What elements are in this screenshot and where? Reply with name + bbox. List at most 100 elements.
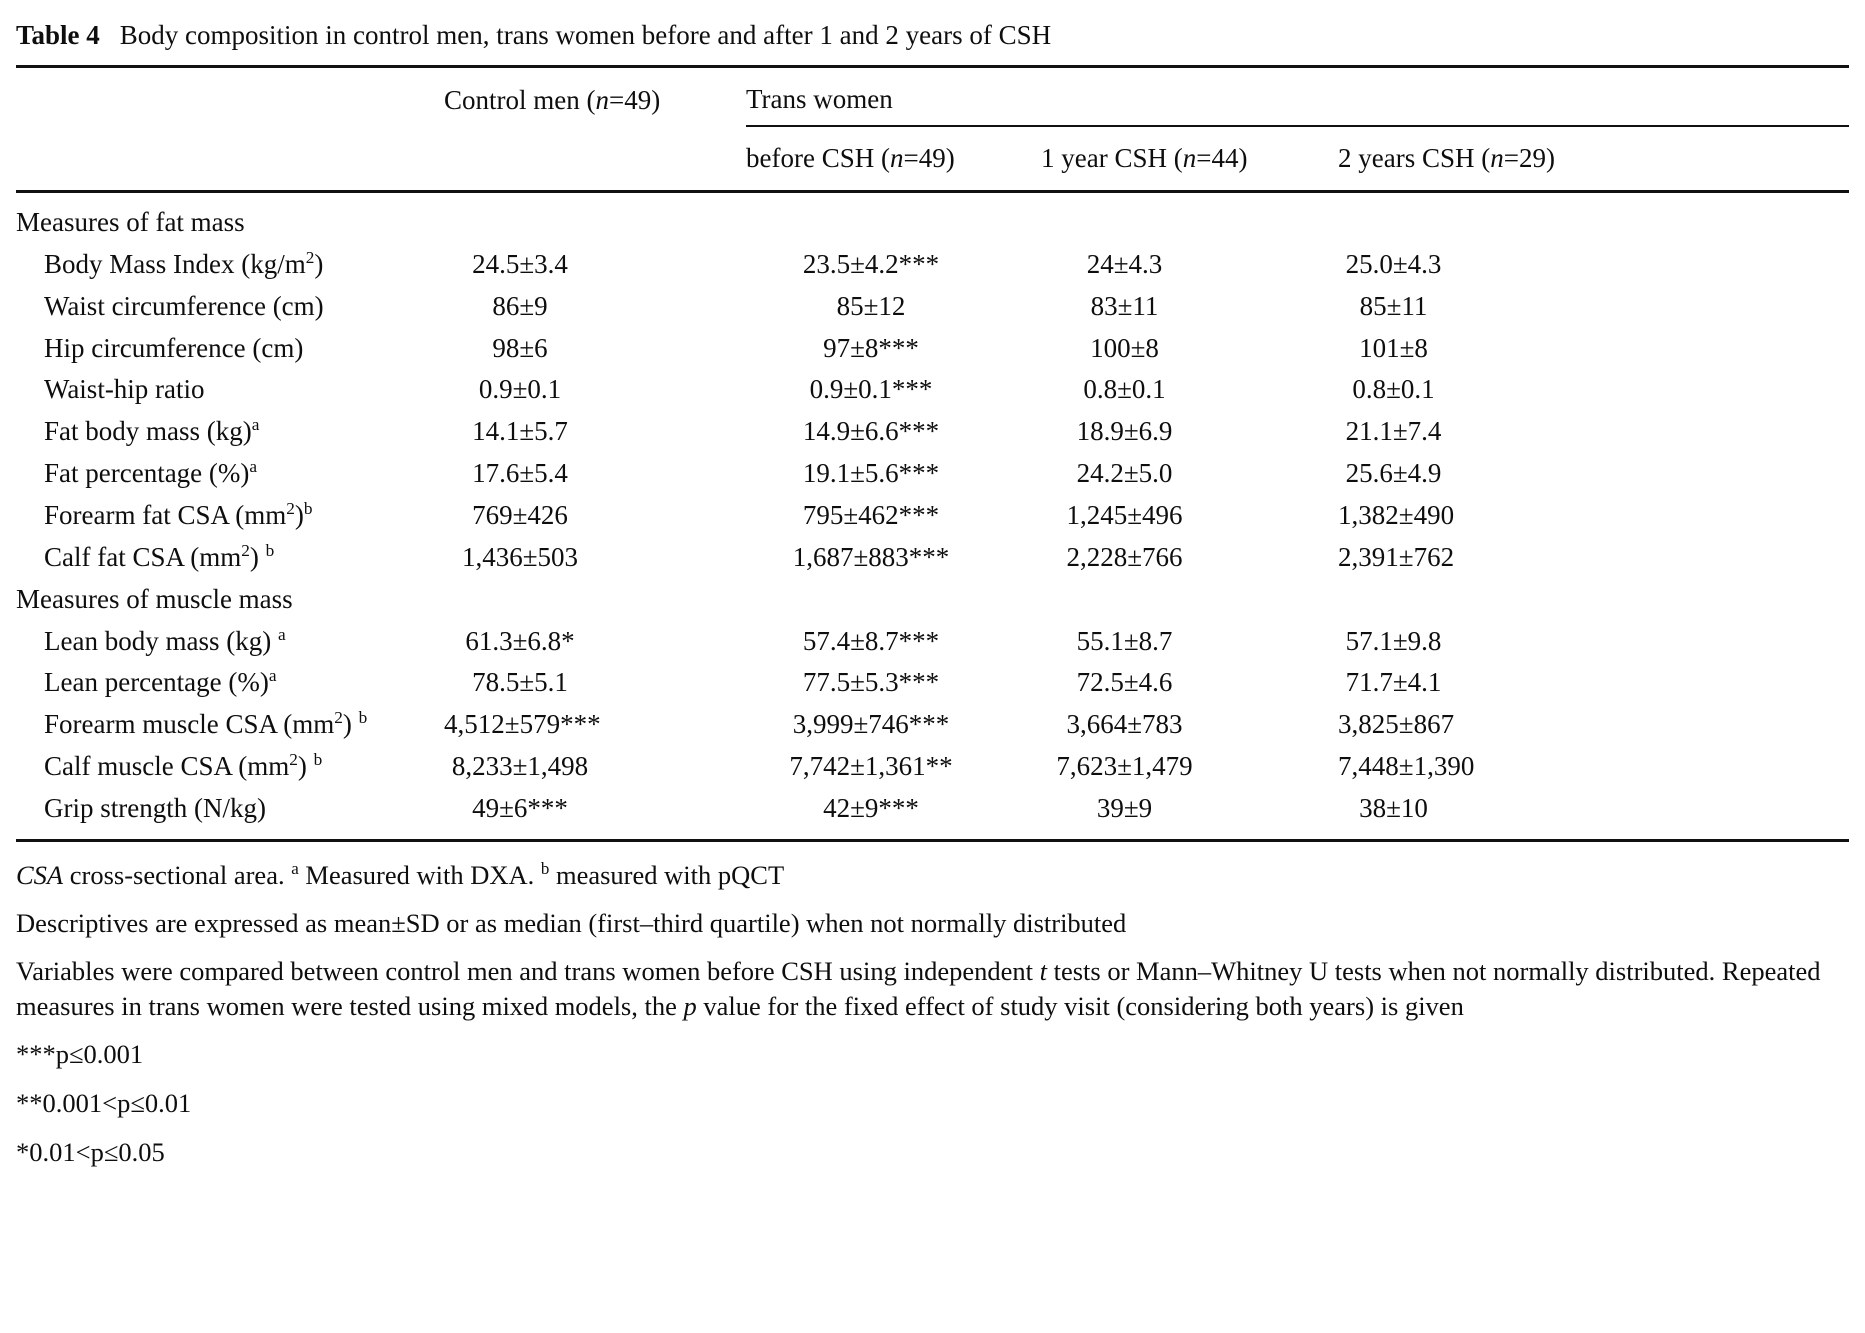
section-title: Measures of muscle mass bbox=[16, 583, 293, 614]
table-row: Calf muscle CSA (mm2) b 8,233±1,498 7,742±… bbox=[16, 746, 1849, 788]
cell-value: 72.5±4.6 bbox=[1076, 667, 1173, 698]
cell-value: 71.7±4.1 bbox=[1345, 667, 1442, 698]
cell-value: 101±8 bbox=[1359, 332, 1428, 363]
row-label: Fat body mass (kg)a bbox=[44, 415, 260, 447]
row-label: Waist-hip ratio bbox=[44, 374, 205, 405]
row-label: Forearm muscle CSA (mm2) b bbox=[44, 708, 368, 740]
cell-value: 25.6±4.9 bbox=[1345, 458, 1442, 489]
cell-value: 57.4±8.7*** bbox=[802, 625, 940, 656]
cell-value: 24.2±5.0 bbox=[1076, 458, 1173, 489]
table-row: Forearm muscle CSA (mm2) b 4,512±579*** 3,… bbox=[16, 704, 1849, 746]
table-row: Fat percentage (%)a 17.6±5.4 19.1±5.6*** 24… bbox=[16, 453, 1849, 495]
cell-value: 38±10 bbox=[1359, 793, 1428, 824]
row-label: Grip strength (N/kg) bbox=[44, 793, 266, 824]
cell-value: 0.8±0.1 bbox=[1352, 374, 1435, 405]
table-row: Forearm fat CSA (mm2)b 769±426 795±462*** 1… bbox=[16, 495, 1849, 537]
header-row-1: Control men (n=49) Trans women bbox=[16, 66, 1849, 127]
row-label: Body Mass Index (kg/m2) bbox=[44, 247, 324, 279]
col-header-before-csh: before CSH (n=49) bbox=[746, 126, 1041, 193]
cell-value: 57.1±9.8 bbox=[1345, 625, 1442, 656]
cell-value: 3,664±783 bbox=[1066, 709, 1183, 740]
cell-value: 24.5±3.4 bbox=[472, 248, 568, 279]
group-header-trans-women: Trans women bbox=[746, 66, 1849, 127]
cell-value: 14.1±5.7 bbox=[472, 416, 568, 447]
row-label: Forearm fat CSA (mm2)b bbox=[44, 499, 313, 531]
row-label: Lean body mass (kg) a bbox=[44, 624, 286, 656]
footnote: ***p≤0.001 bbox=[16, 1038, 144, 1069]
cell-value: 85±12 bbox=[836, 290, 906, 321]
section-header-row: Measures of fat mass bbox=[16, 192, 1849, 244]
table-row: Grip strength (N/kg) 49±6*** 42±9*** 39±9 38… bbox=[16, 788, 1849, 840]
body-composition-table: Control men (n=49) Trans women before CS… bbox=[16, 65, 1849, 842]
cell-value: 21.1±7.4 bbox=[1345, 416, 1442, 447]
cell-value: 1,245±496 bbox=[1066, 500, 1183, 531]
table-row: Waist circumference (cm) 86±9 85±12 83±11 85… bbox=[16, 286, 1849, 328]
cell-value: 17.6±5.4 bbox=[472, 458, 568, 489]
cell-value: 42±9*** bbox=[823, 793, 919, 824]
footnote: **0.001<p≤0.01 bbox=[16, 1087, 192, 1118]
cell-value: 24±4.3 bbox=[1086, 248, 1163, 279]
cell-value: 7,623±1,479 bbox=[1056, 751, 1193, 782]
cell-value: 78.5±5.1 bbox=[472, 667, 568, 698]
cell-value: 7,448±1,390 bbox=[1338, 751, 1475, 782]
col-header-1-year-csh: 1 year CSH (n=44) bbox=[1041, 126, 1338, 193]
cell-value: 1,687±883*** bbox=[792, 541, 950, 572]
table-number: Table 4 bbox=[16, 20, 100, 50]
row-label: Lean percentage (%)a bbox=[44, 666, 277, 698]
cell-value: 795±462*** bbox=[802, 500, 940, 531]
cell-value: 77.5±5.3*** bbox=[802, 667, 940, 698]
table-row: Fat body mass (kg)a 14.1±5.7 14.9±6.6*** 18… bbox=[16, 411, 1849, 453]
cell-value: 3,999±746*** bbox=[792, 709, 950, 740]
cell-value: 55.1±8.7 bbox=[1076, 625, 1173, 656]
cell-value: 2,228±766 bbox=[1066, 541, 1183, 572]
table-row: Calf fat CSA (mm2) b 1,436±503 1,687±883**… bbox=[16, 537, 1849, 579]
table-header: Control men (n=49) Trans women before CS… bbox=[16, 66, 1849, 193]
cell-value: 100±8 bbox=[1090, 332, 1159, 363]
cell-value: 769±426 bbox=[472, 500, 568, 531]
col-header-2-years-csh: 2 years CSH (n=29) bbox=[1338, 126, 1849, 193]
table-footnotes: CSA cross-sectional area. a Measured wit… bbox=[16, 858, 1849, 1170]
empty-header-cell bbox=[16, 67, 444, 127]
cell-value: 39±9 bbox=[1096, 793, 1153, 824]
row-label: Fat percentage (%)a bbox=[44, 457, 258, 489]
table-title-text: Body composition in control men, trans w… bbox=[119, 20, 1052, 50]
cell-value: 23.5±4.2*** bbox=[802, 248, 940, 279]
cell-value: 98±6 bbox=[492, 332, 548, 363]
table-row: Waist-hip ratio 0.9±0.1 0.9±0.1*** 0.8±0.1 0… bbox=[16, 369, 1849, 411]
footnote: *0.01<p≤0.05 bbox=[16, 1136, 165, 1167]
cell-value: 2,391±762 bbox=[1338, 541, 1455, 572]
cell-value: 4,512±579*** bbox=[444, 709, 601, 740]
table-row: Hip circumference (cm) 98±6 97±8*** 100±8 10… bbox=[16, 328, 1849, 370]
footnote: Variables were compared between control … bbox=[16, 955, 1821, 1021]
cell-value: 0.9±0.1*** bbox=[809, 374, 933, 405]
row-label: Waist circumference (cm) bbox=[44, 290, 324, 321]
cell-value: 8,233±1,498 bbox=[451, 751, 589, 782]
cell-value: 61.3±6.8* bbox=[465, 625, 575, 656]
cell-value: 7,742±1,361** bbox=[789, 751, 953, 782]
cell-value: 1,382±490 bbox=[1338, 500, 1455, 531]
row-label: Calf muscle CSA (mm2) b bbox=[44, 750, 323, 782]
footnote: Descriptives are expressed as mean±SD or… bbox=[16, 907, 1127, 938]
table-caption: Table 4 Body composition in control men, … bbox=[16, 20, 1849, 51]
cell-value: 19.1±5.6*** bbox=[802, 458, 940, 489]
table-row: Lean percentage (%)a 78.5±5.1 77.5±5.3*** 7… bbox=[16, 662, 1849, 704]
row-label: Hip circumference (cm) bbox=[44, 332, 304, 363]
cell-value: 0.9±0.1 bbox=[478, 374, 562, 405]
empty-header-cell bbox=[16, 126, 444, 193]
table-row: Lean body mass (kg) a 61.3±6.8* 57.4±8.7**… bbox=[16, 621, 1849, 663]
section-header-row: Measures of muscle mass bbox=[16, 579, 1849, 621]
cell-value: 49±6*** bbox=[472, 793, 568, 824]
cell-value: 86±9 bbox=[492, 290, 548, 321]
empty-header-cell bbox=[444, 126, 746, 193]
header-row-2: before CSH (n=49) 1 year CSH (n=44) 2 ye… bbox=[16, 126, 1849, 193]
table-body: Measures of fat mass Body Mass Index (kg/… bbox=[16, 192, 1849, 841]
row-label: Calf fat CSA (mm2) b bbox=[44, 540, 275, 572]
cell-value: 3,825±867 bbox=[1338, 709, 1455, 740]
cell-value: 85±11 bbox=[1359, 290, 1428, 321]
footnote: CSA cross-sectional area. a Measured wit… bbox=[16, 859, 785, 890]
cell-value: 25.0±4.3 bbox=[1345, 248, 1442, 279]
cell-value: 1,436±503 bbox=[461, 541, 579, 572]
cell-value: 83±11 bbox=[1090, 290, 1159, 321]
col-header-control-men: Control men (n=49) bbox=[444, 85, 661, 115]
table-row: Body Mass Index (kg/m2) 24.5±3.4 23.5±4.2*… bbox=[16, 244, 1849, 286]
